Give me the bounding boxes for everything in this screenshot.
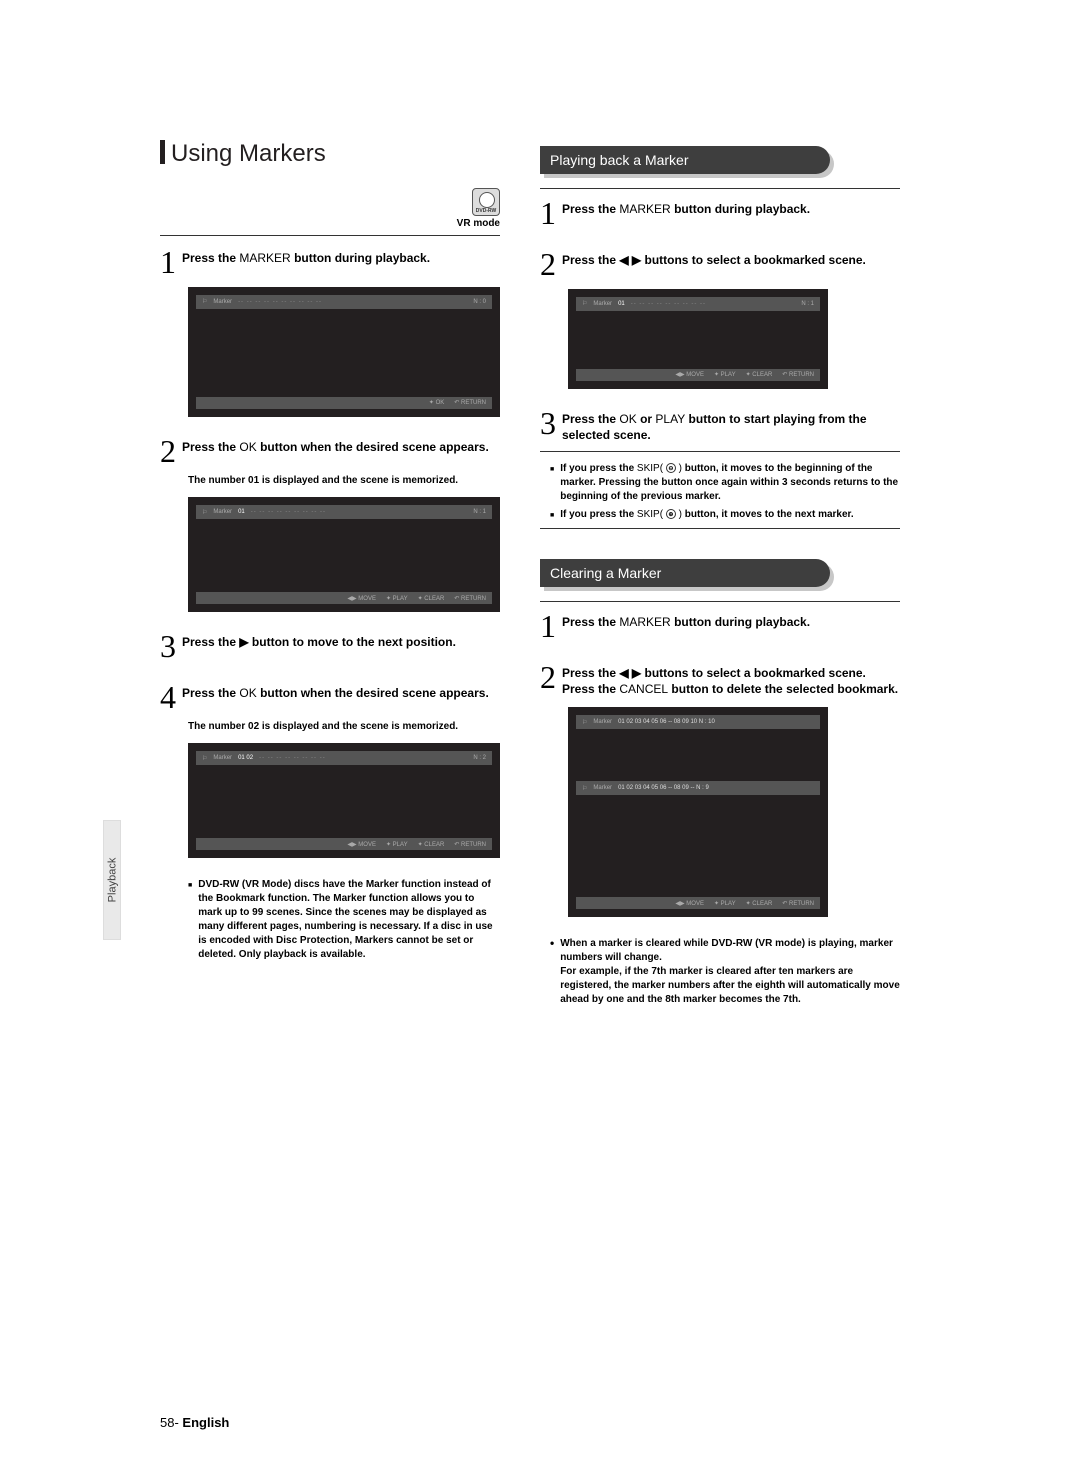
marker-icon: ⚐ [202, 755, 207, 762]
page-number: 58- [160, 1415, 179, 1430]
dvd-rw-icon [472, 188, 500, 216]
left-step-4: 4 Press the OK button when the desired s… [160, 683, 500, 712]
r2-step-1: 1 Press the MARKER button during playbac… [540, 612, 900, 641]
r2-step-2: 2 Press the ◀ ▶ buttons to select a book… [540, 663, 900, 697]
step-text: Press the OK button when the desired sce… [182, 683, 489, 701]
step-text: Press the ▶ button to move to the next p… [182, 632, 456, 650]
r1-step-1: 1 Press the MARKER button during playbac… [540, 199, 900, 228]
step-number: 3 [160, 632, 176, 661]
mode-row: VR mode [160, 188, 500, 236]
page-footer: 58- English [160, 1415, 229, 1430]
r2-notes: When a marker is cleared while DVD-RW (V… [550, 937, 900, 1007]
left-step-1: 1 Press the MARKER button during playbac… [160, 248, 500, 277]
step-sub: The number 02 is displayed and the scene… [188, 720, 500, 734]
mode-label: VR mode [457, 218, 500, 229]
marker-icon: ⚐ [202, 509, 207, 516]
step-sub: The number 01 is displayed and the scene… [188, 474, 500, 488]
r1-step-2: 2 Press the ◀ ▶ buttons to select a book… [540, 250, 900, 279]
bullet-icon [550, 508, 554, 522]
marker-icon: ⚐ [582, 300, 587, 307]
marker-icon: ⚐ [202, 298, 207, 305]
skip-next-icon: ⊕ [666, 509, 676, 519]
screen-mock-1: ⚐ Marker -- -- -- -- -- -- -- -- -- -- N… [188, 287, 500, 417]
left-note: DVD-RW (VR Mode) discs have the Marker f… [188, 878, 500, 962]
left-step-3: 3 Press the ▶ button to move to the next… [160, 632, 500, 661]
page-columns: Using Markers VR mode 1 Press the MARKER… [160, 140, 940, 1011]
screen-mock-r2: ⚐ Marker 01 02 03 04 05 06 -- 08 09 10 N… [568, 707, 828, 917]
divider [540, 188, 900, 189]
screen-mock-3: ⚐ Marker 01 02 -- -- -- -- -- -- -- -- N… [188, 743, 500, 858]
bullet-icon [550, 937, 554, 1007]
heading-playing-back: Playing back a Marker [540, 146, 900, 174]
heading-clearing: Clearing a Marker [540, 559, 900, 587]
language-label: English [182, 1415, 229, 1430]
left-step-2: 2 Press the OK button when the desired s… [160, 437, 500, 466]
step-text: Press the OK button when the desired sce… [182, 437, 489, 455]
step-number: 2 [160, 437, 176, 466]
r1-step-3: 3 Press the OK or PLAY button to start p… [540, 409, 900, 443]
right-column: Playing back a Marker 1 Press the MARKER… [540, 140, 900, 1011]
bullet-icon [550, 462, 554, 504]
skip-prev-icon: ⊖ [666, 463, 676, 473]
left-column: Using Markers VR mode 1 Press the MARKER… [160, 140, 500, 1011]
section-title: Using Markers [160, 140, 500, 168]
screen-mock-r1: ⚐ Marker 01 -- -- -- -- -- -- -- -- -- N… [568, 289, 828, 389]
screen-mock-2: ⚐ Marker 01 -- -- -- -- -- -- -- -- -- N… [188, 497, 500, 612]
side-tab: Playback [103, 820, 121, 940]
step-number: 1 [160, 248, 176, 277]
side-tab-label: Playback [106, 858, 118, 903]
r1-notes: If you press the SKIP( ⊖ ) button, it mo… [550, 462, 900, 522]
step-text: Press the MARKER button during playback. [182, 248, 430, 266]
marker-icon: ⚐ [582, 785, 587, 792]
step-number: 4 [160, 683, 176, 712]
bullet-icon [188, 878, 192, 962]
marker-icon: ⚐ [582, 719, 587, 726]
